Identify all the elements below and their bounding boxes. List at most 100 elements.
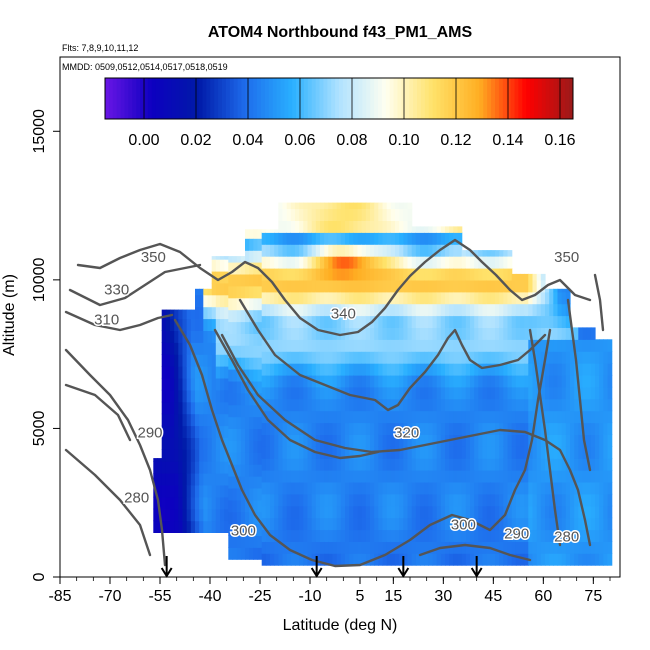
heatmap-cell (432, 458, 438, 471)
heatmap-cell (524, 446, 529, 459)
heatmap-cell (570, 398, 575, 412)
heatmap-cell (499, 434, 504, 447)
heatmap-cell (565, 422, 571, 435)
heatmap-cell (232, 440, 238, 453)
heatmap-cell (357, 268, 363, 281)
heatmap-cell (307, 481, 313, 495)
colorbar-segment (300, 78, 305, 119)
heatmap-cell (245, 499, 250, 513)
heatmap-cell (495, 398, 500, 412)
heatmap-cell (461, 327, 467, 340)
heatmap-cell (420, 291, 425, 305)
heatmap-cell (553, 446, 559, 459)
heatmap-cell (399, 256, 404, 269)
heatmap-cell (211, 473, 217, 486)
contour-label: 330 (104, 282, 129, 299)
heatmap-cell (190, 425, 196, 438)
heatmap-cell (399, 315, 404, 328)
heatmap-cell (590, 458, 596, 471)
heatmap-cell (295, 505, 300, 519)
heatmap-cell (274, 446, 279, 459)
heatmap-cell (195, 288, 200, 296)
heatmap-cell (582, 553, 588, 566)
heatmap-cell (603, 446, 609, 459)
heatmap-cell (415, 386, 421, 400)
heatmap-cell (361, 434, 367, 447)
colorbar-tick-label: 0.14 (492, 132, 523, 149)
heatmap-cell (295, 470, 300, 483)
heatmap-cell (224, 473, 229, 486)
heatmap-cell (503, 434, 509, 447)
heatmap-cell (495, 410, 500, 424)
colorbar-segment (498, 78, 504, 119)
heatmap-cell (565, 351, 571, 364)
heatmap-cell (182, 309, 188, 320)
heatmap-cell (299, 493, 304, 507)
heatmap-cell (482, 327, 488, 340)
heatmap-cell (324, 268, 329, 281)
heatmap-cell (261, 291, 267, 305)
heatmap-cell (186, 318, 192, 331)
heatmap-cell (599, 410, 604, 424)
heatmap-cell (178, 473, 184, 486)
heatmap-cell (286, 202, 292, 210)
heatmap-cell (390, 202, 396, 210)
heatmap-cell (470, 410, 475, 424)
heatmap-cell (553, 493, 559, 507)
heatmap-cell (320, 208, 325, 221)
heatmap-cell (236, 499, 242, 513)
heatmap-cell (545, 374, 550, 388)
heatmap-cell (490, 250, 496, 257)
heatmap-cell (465, 303, 471, 317)
heatmap-cell (228, 428, 234, 441)
heatmap-cell (515, 541, 521, 554)
heatmap-cell (545, 493, 550, 507)
heatmap-cell (299, 553, 304, 566)
heatmap-cell (215, 377, 221, 391)
heatmap-cell (424, 434, 429, 447)
heatmap-cell (532, 303, 538, 317)
heatmap-cell (299, 446, 304, 459)
heatmap-cell (524, 410, 529, 424)
heatmap-cell (340, 410, 346, 424)
heatmap-cell (403, 481, 409, 495)
heatmap-cell (365, 398, 371, 412)
heatmap-cell (565, 363, 571, 376)
heatmap-cell (482, 410, 488, 424)
heatmap-cell (565, 541, 571, 554)
heatmap-cell (561, 481, 567, 495)
heatmap-cell (261, 553, 267, 566)
x-tick-label: 15 (384, 588, 402, 605)
heatmap-cell (470, 351, 475, 364)
heatmap-cell (374, 493, 379, 507)
heatmap-cell (553, 291, 559, 305)
heatmap-cell (470, 505, 475, 519)
heatmap-cell (282, 481, 288, 495)
colorbar-segment (183, 78, 188, 119)
heatmap-cell (553, 553, 559, 566)
heatmap-cell (415, 481, 421, 495)
heatmap-cell (607, 386, 613, 400)
heatmap-cell (307, 232, 313, 245)
heatmap-cell (515, 422, 521, 435)
heatmap-cell (332, 410, 338, 424)
heatmap-cell (374, 220, 379, 233)
heatmap-cell (432, 505, 438, 519)
heatmap-cell (236, 511, 242, 525)
heatmap-cell (345, 481, 350, 495)
heatmap-cell (453, 446, 459, 459)
heatmap-cell (399, 541, 404, 554)
heatmap-cell (265, 446, 271, 459)
heatmap-cell (232, 369, 238, 382)
heatmap-cell (278, 363, 284, 376)
heatmap-cell (503, 363, 509, 376)
heatmap-cell (557, 505, 563, 519)
heatmap-cell (536, 458, 542, 471)
heatmap-cell (578, 339, 584, 352)
heatmap-cell (424, 529, 429, 542)
heatmap-cell (328, 422, 334, 435)
heatmap-cell (474, 363, 479, 376)
heatmap-cell (190, 401, 196, 415)
heatmap-cell (370, 422, 375, 435)
